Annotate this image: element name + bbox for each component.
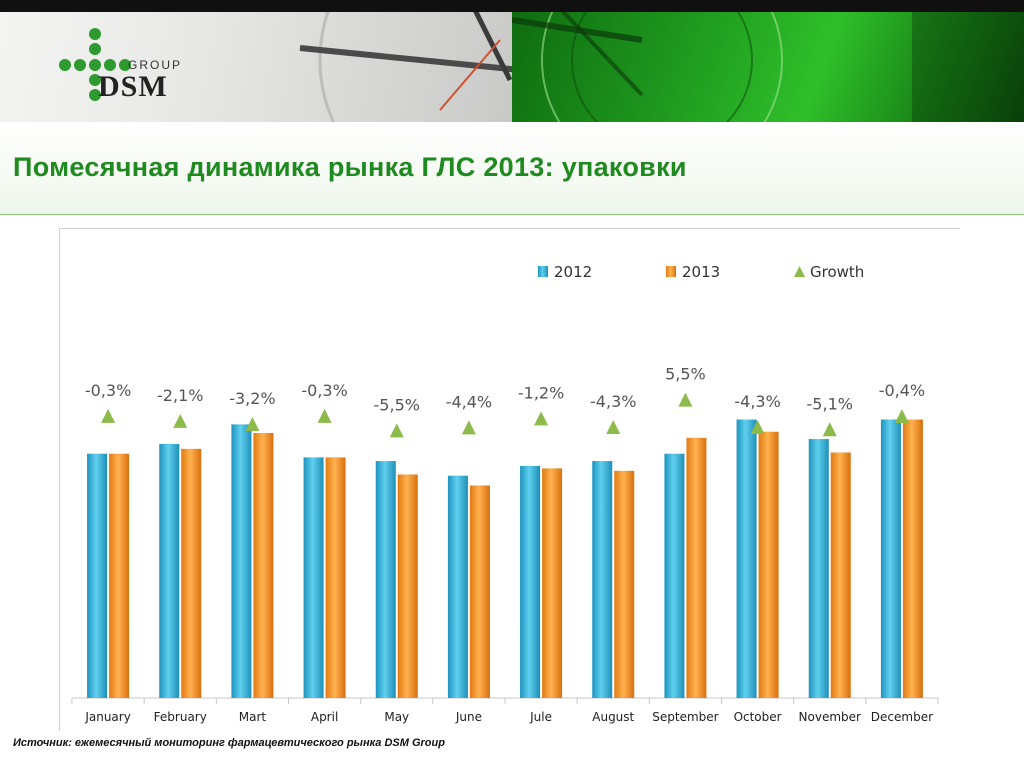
source-footnote: Источник: ежемесячный мониторинг фармаце…	[13, 737, 445, 749]
growth-data-label: -4,4%	[446, 392, 492, 411]
bar-2012-may	[375, 461, 396, 698]
bar-2012-december	[880, 419, 901, 698]
growth-marker	[894, 409, 909, 424]
growth-data-label: -4,3%	[734, 392, 780, 411]
bar-2012-jule	[520, 465, 541, 698]
x-tick-label: May	[384, 710, 409, 724]
x-tick-label: November	[799, 710, 861, 724]
page-title: Помесячная динамика рынка ГЛС 2013: упак…	[13, 152, 687, 182]
legend-swatch-2012	[538, 266, 548, 277]
logo-dsm-text: DSM	[98, 70, 168, 103]
growth-marker	[317, 408, 332, 423]
bar-2013-january	[109, 453, 130, 698]
bar-2012-mart	[231, 424, 252, 698]
legend-label-2013: 2013	[682, 263, 720, 281]
bar-2013-june	[469, 485, 490, 698]
x-tick-label: February	[154, 710, 207, 724]
x-tick-label: April	[311, 710, 338, 724]
bar-2013-may	[397, 474, 418, 698]
legend-label-2012: 2012	[554, 263, 592, 281]
growth-data-label: -0,3%	[85, 381, 131, 400]
growth-marker	[461, 420, 476, 435]
growth-data-label: -5,1%	[807, 394, 853, 413]
bar-2012-august	[592, 461, 613, 698]
growth-marker	[245, 416, 260, 431]
x-tick-label: September	[652, 710, 718, 724]
bar-2013-mart	[253, 432, 274, 698]
growth-data-label: -0,3%	[301, 381, 347, 400]
x-tick-label: Mart	[239, 710, 267, 724]
x-tick-label: June	[455, 710, 482, 724]
growth-data-label: -4,3%	[590, 392, 636, 411]
x-tick-label: Jule	[529, 710, 552, 724]
growth-data-label: 5,5%	[665, 365, 706, 384]
bar-2013-february	[181, 448, 202, 698]
header-banner: GROUP DSM	[0, 0, 1024, 122]
bar-2013-december	[902, 419, 923, 698]
growth-data-label: -5,5%	[374, 395, 420, 414]
bar-2013-october	[758, 431, 779, 698]
header-top-strip	[0, 0, 1024, 12]
chart-area: 2012 2013 Growth January -0,3% February -2,1% M…	[59, 228, 960, 731]
dsm-logo	[56, 28, 206, 108]
bar-chart: 2012 2013 Growth January -0,3% February -2,1% M…	[71, 263, 939, 724]
growth-data-label: -1,2%	[518, 383, 564, 402]
growth-marker	[101, 408, 116, 423]
clock-background-image	[0, 0, 512, 122]
bar-2013-august	[614, 470, 635, 698]
bar-2012-january	[87, 453, 108, 698]
growth-marker	[822, 422, 837, 437]
bar-2013-jule	[542, 468, 563, 698]
growth-marker	[606, 420, 621, 435]
x-tick-label: August	[592, 710, 634, 724]
growth-data-label: -2,1%	[157, 386, 203, 405]
bar-2012-october	[736, 419, 757, 698]
growth-data-label: -3,2%	[229, 389, 275, 408]
bar-2012-november	[808, 439, 829, 698]
x-tick-label: October	[734, 710, 782, 724]
x-tick-label: December	[871, 710, 933, 724]
bar-2013-november	[830, 452, 851, 698]
legend-marker-growth	[794, 266, 805, 277]
logo-group-text: GROUP	[128, 58, 183, 72]
green-clock-image	[512, 0, 1024, 122]
growth-marker	[173, 413, 188, 428]
growth-marker	[389, 423, 404, 438]
growth-marker	[750, 420, 765, 435]
bar-2012-september	[664, 453, 685, 698]
bar-2012-april	[303, 457, 324, 698]
bar-2012-february	[159, 443, 180, 698]
title-band	[0, 122, 1024, 215]
bar-2012-june	[447, 475, 468, 698]
legend-swatch-2013	[666, 266, 676, 277]
growth-marker	[534, 411, 549, 426]
growth-marker	[678, 392, 693, 407]
bar-2013-april	[325, 457, 346, 698]
x-tick-label: January	[84, 710, 131, 724]
legend-label-growth: Growth	[810, 263, 864, 281]
growth-data-label: -0,4%	[879, 381, 925, 400]
bar-2013-september	[686, 437, 707, 698]
